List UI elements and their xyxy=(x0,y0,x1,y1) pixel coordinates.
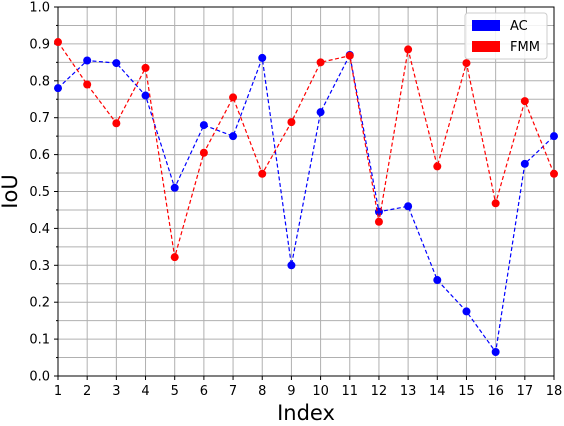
y-axis-title: IoU xyxy=(0,174,22,208)
x-tick-label: 2 xyxy=(83,384,91,399)
data-point-ac xyxy=(54,84,62,93)
legend: AC FMM xyxy=(464,12,548,60)
x-tick-label: 11 xyxy=(341,384,358,399)
data-point-fmm xyxy=(374,217,383,226)
data-point-ac xyxy=(112,59,121,68)
data-point-fmm xyxy=(258,169,267,178)
x-tick-label: 17 xyxy=(517,384,534,399)
data-point-ac xyxy=(141,91,150,100)
data-point-fmm xyxy=(229,93,238,102)
data-point-fmm xyxy=(345,51,354,60)
x-tick-label: 14 xyxy=(429,384,446,399)
data-point-fmm xyxy=(170,253,179,262)
x-tick-label: 18 xyxy=(546,384,563,399)
data-point-fmm xyxy=(112,119,121,128)
legend-swatch-ac xyxy=(472,20,500,31)
y-tick-label: 1.0 xyxy=(29,1,50,16)
y-tick-label: 0.6 xyxy=(29,148,50,163)
x-axis-title: Index xyxy=(277,401,335,425)
data-point-fmm xyxy=(491,199,500,208)
y-tick-label: 0.8 xyxy=(29,74,50,89)
series xyxy=(54,38,558,357)
y-tick-label: 0.0 xyxy=(29,370,50,385)
data-point-ac xyxy=(491,348,500,357)
axes: 0.00.10.20.30.40.50.60.70.80.91.01 2 3 4 5 6 7… xyxy=(29,1,562,400)
data-point-fmm xyxy=(462,59,471,68)
data-point-ac xyxy=(287,261,296,270)
y-tick-label: 0.9 xyxy=(29,37,50,52)
legend-label-fmm: FMM xyxy=(510,40,540,55)
data-point-ac xyxy=(520,159,529,168)
data-point-fmm xyxy=(287,118,296,127)
data-point-ac xyxy=(404,202,413,211)
data-point-ac xyxy=(199,121,208,130)
x-tick-label: 15 xyxy=(458,384,475,399)
data-point-ac xyxy=(229,132,238,141)
x-tick-label: 7 xyxy=(229,384,237,399)
x-tick-label: 5 xyxy=(171,384,179,399)
x-tick-label: 1 xyxy=(54,384,62,399)
data-point-ac xyxy=(316,108,325,117)
data-point-ac xyxy=(462,307,471,316)
x-tick-label: 12 xyxy=(371,384,388,399)
data-point-fmm xyxy=(141,63,150,72)
legend-swatch-fmm xyxy=(472,41,500,52)
data-point-fmm xyxy=(316,58,325,67)
x-tick-label: 6 xyxy=(200,384,208,399)
x-tick-label: 9 xyxy=(287,384,295,399)
y-tick-label: 0.4 xyxy=(29,222,50,237)
y-tick-label: 0.5 xyxy=(29,185,50,200)
y-tick-label: 0.1 xyxy=(29,333,50,348)
data-point-ac xyxy=(83,56,92,65)
data-point-ac xyxy=(550,132,558,141)
x-tick-label: 3 xyxy=(112,384,120,399)
data-point-fmm xyxy=(520,97,529,106)
data-point-fmm xyxy=(550,169,558,178)
data-point-fmm xyxy=(54,38,62,47)
x-tick-label: 13 xyxy=(400,384,417,399)
y-tick-label: 0.2 xyxy=(29,296,50,311)
x-tick-label: 4 xyxy=(141,384,149,399)
data-point-ac xyxy=(170,183,179,192)
data-point-ac xyxy=(258,53,267,62)
series-line-ac xyxy=(57,53,555,354)
x-tick-label: 16 xyxy=(487,384,504,399)
x-tick-label: 8 xyxy=(258,384,266,399)
data-point-fmm xyxy=(433,162,442,171)
legend-label-ac: AC xyxy=(510,19,528,34)
x-tick-label: 10 xyxy=(312,384,329,399)
series-line-fmm xyxy=(57,41,555,258)
data-point-fmm xyxy=(199,148,208,157)
data-point-fmm xyxy=(83,80,92,89)
y-tick-label: 0.7 xyxy=(29,111,50,126)
y-tick-label: 0.3 xyxy=(29,259,50,274)
data-point-ac xyxy=(433,276,442,285)
data-point-fmm xyxy=(404,45,413,54)
